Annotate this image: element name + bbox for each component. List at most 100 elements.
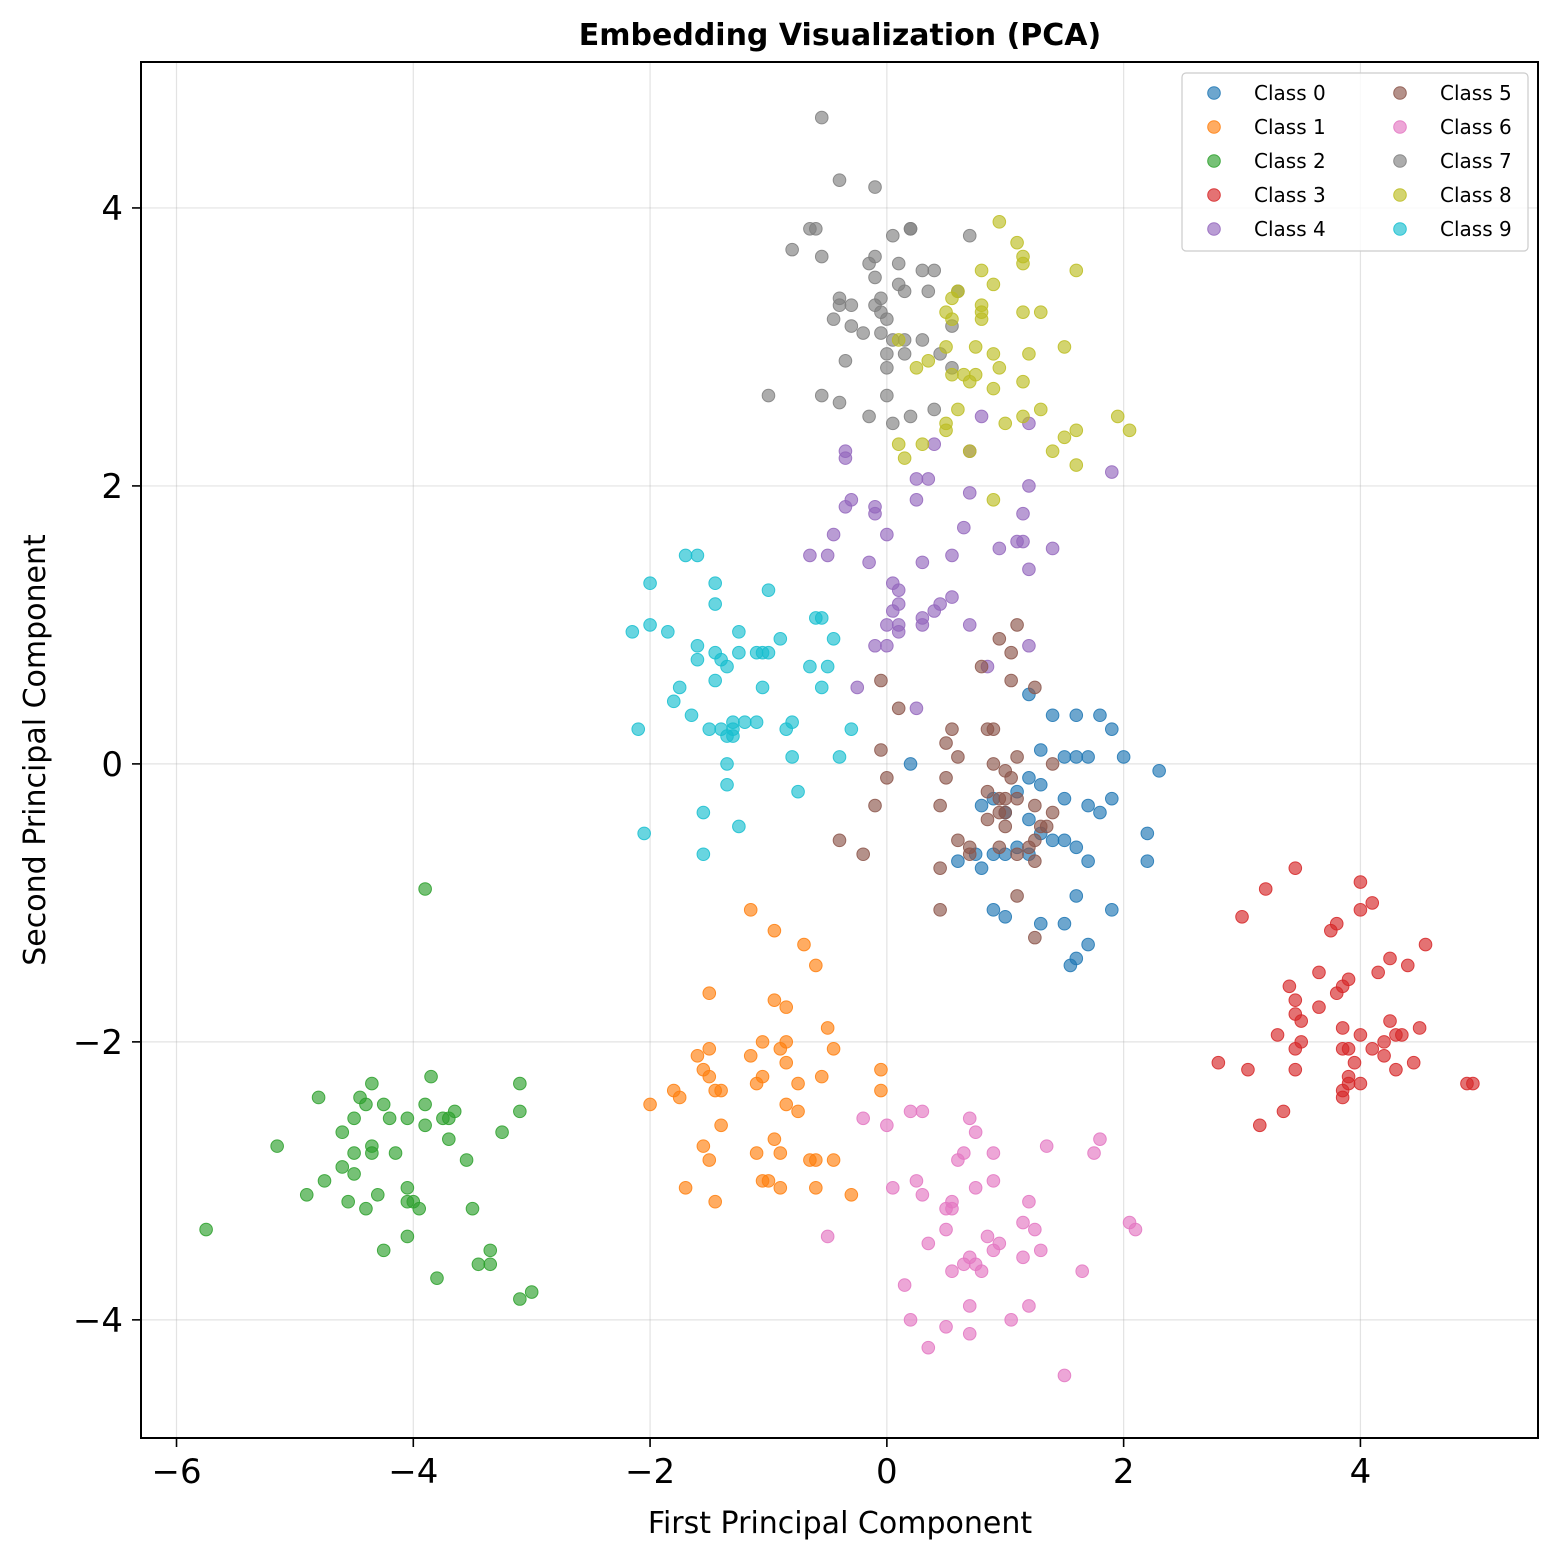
data-point xyxy=(891,256,906,271)
data-point xyxy=(779,1000,794,1014)
data-point xyxy=(980,784,995,799)
data-point xyxy=(524,1285,539,1299)
data-point xyxy=(1004,673,1018,688)
data-point xyxy=(921,472,936,486)
data-point xyxy=(868,638,882,653)
data-point xyxy=(1312,1000,1326,1014)
series-class-4 xyxy=(803,409,1119,716)
data-point xyxy=(1400,958,1415,973)
data-point xyxy=(856,847,870,862)
data-point xyxy=(418,1118,432,1133)
data-point xyxy=(962,444,977,458)
y-tick-label: 4 xyxy=(101,189,123,229)
data-point xyxy=(702,722,717,736)
data-point xyxy=(791,1076,805,1091)
data-point xyxy=(773,1181,788,1195)
data-point xyxy=(962,847,977,862)
data-point xyxy=(832,298,847,313)
data-point xyxy=(1057,430,1072,445)
legend-marker xyxy=(1393,120,1407,134)
data-point xyxy=(844,298,859,313)
data-point xyxy=(1016,374,1030,389)
data-point xyxy=(1033,1243,1048,1258)
data-point xyxy=(755,1174,770,1188)
data-point xyxy=(974,861,989,875)
data-point xyxy=(998,909,1013,924)
data-point xyxy=(1022,1194,1036,1209)
data-point xyxy=(844,1187,859,1202)
data-point xyxy=(1069,750,1084,764)
data-point xyxy=(1004,645,1018,660)
data-point xyxy=(874,1062,888,1077)
data-point xyxy=(678,1181,693,1195)
data-point xyxy=(832,173,847,187)
legend-marker xyxy=(1207,188,1221,202)
data-point xyxy=(903,1313,918,1327)
data-point xyxy=(424,1069,438,1084)
data-point xyxy=(1347,1055,1362,1070)
data-point xyxy=(708,597,722,611)
data-point xyxy=(945,1264,959,1279)
data-point xyxy=(412,1201,427,1216)
data-point xyxy=(1312,965,1326,980)
data-point xyxy=(743,1048,758,1063)
data-point xyxy=(1028,680,1042,695)
data-point xyxy=(927,604,942,618)
data-point xyxy=(1140,826,1155,841)
data-point xyxy=(708,673,722,688)
series-class-5 xyxy=(832,618,1060,945)
data-point xyxy=(998,416,1013,431)
data-point xyxy=(939,770,953,785)
data-point xyxy=(1460,1076,1474,1091)
data-point xyxy=(962,486,977,500)
legend-marker xyxy=(1207,222,1221,236)
data-point xyxy=(862,555,876,570)
data-point xyxy=(974,312,989,326)
data-point xyxy=(1033,916,1048,931)
data-point xyxy=(921,354,936,368)
data-point xyxy=(891,625,906,639)
data-point xyxy=(749,1076,764,1091)
data-point xyxy=(785,242,799,257)
data-point xyxy=(359,1097,373,1112)
data-point xyxy=(761,583,776,597)
data-point xyxy=(820,659,835,674)
data-point xyxy=(903,221,918,236)
data-point xyxy=(992,541,1007,556)
data-point xyxy=(732,819,746,834)
data-point xyxy=(1045,444,1060,458)
legend-label: Class 0 xyxy=(1254,81,1326,105)
data-point xyxy=(868,270,882,285)
data-point xyxy=(1045,833,1060,848)
x-axis-label: First Principal Component xyxy=(648,1506,1032,1541)
data-point xyxy=(696,847,711,862)
legend-label: Class 9 xyxy=(1440,217,1512,241)
data-point xyxy=(1252,1118,1267,1133)
data-point xyxy=(832,750,847,764)
data-point xyxy=(1335,1021,1350,1035)
data-point xyxy=(702,1069,717,1084)
data-point xyxy=(945,722,959,736)
data-point xyxy=(885,416,900,431)
data-point xyxy=(678,548,693,563)
data-point xyxy=(773,632,788,646)
data-point xyxy=(388,1146,403,1160)
data-point xyxy=(945,367,959,382)
data-point xyxy=(347,1167,361,1181)
data-point xyxy=(1045,757,1060,771)
data-point xyxy=(1010,235,1024,250)
data-point xyxy=(1039,1139,1054,1153)
data-point xyxy=(968,340,983,354)
data-point xyxy=(874,326,888,340)
data-point xyxy=(311,1090,326,1105)
legend-label: Class 6 xyxy=(1440,115,1512,139)
legend-marker xyxy=(1207,154,1221,168)
legend-label: Class 7 xyxy=(1440,149,1512,173)
data-point xyxy=(868,180,882,194)
data-point xyxy=(1412,1021,1427,1035)
data-point xyxy=(365,1146,379,1160)
data-point xyxy=(862,256,876,271)
y-axis-label: Second Principal Component xyxy=(18,534,53,966)
